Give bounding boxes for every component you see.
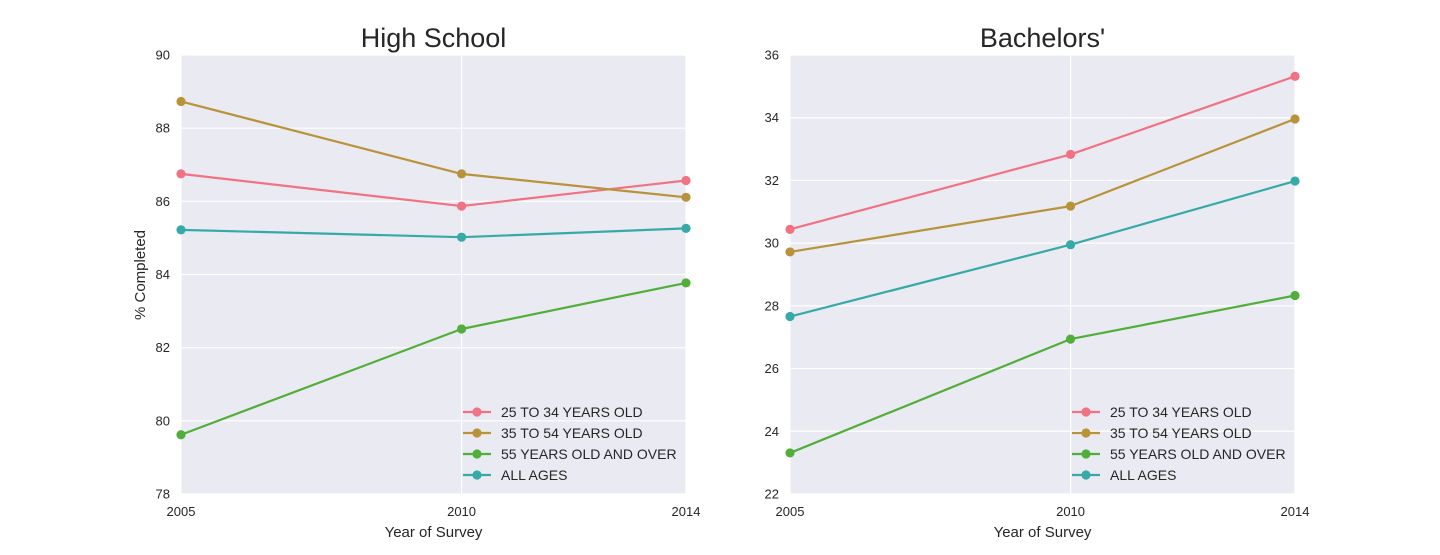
x-axis-label: Year of Survey <box>385 524 483 541</box>
data-point <box>785 311 795 322</box>
data-point <box>1065 334 1076 344</box>
data-point <box>785 224 795 234</box>
y-tick-label: 90 <box>156 48 170 63</box>
x-tick-label: 2010 <box>447 504 476 519</box>
data-point <box>1065 201 1076 211</box>
legend-marker <box>1081 470 1091 480</box>
y-tick-label: 32 <box>765 173 779 188</box>
y-tick-label: 26 <box>765 361 779 376</box>
legend-label: 25 TO 34 YEARS OLD <box>1110 404 1252 420</box>
legend-marker <box>472 470 482 480</box>
data-point <box>176 430 186 440</box>
y-tick-label: 88 <box>156 121 170 136</box>
y-tick-label: 78 <box>156 487 170 502</box>
y-tick-label: 36 <box>765 48 779 63</box>
legend-marker <box>1081 407 1091 417</box>
bachelors-panel: 22 24 26 28 30 32 34 36 2005 2010 2014 Bachelors' Ye… <box>765 23 1310 541</box>
data-point <box>456 232 467 242</box>
y-tick-label: 28 <box>765 298 779 313</box>
x-tick-label: 2005 <box>167 504 196 519</box>
data-point <box>1065 240 1076 250</box>
data-point <box>681 175 691 186</box>
legend-marker <box>1081 428 1091 438</box>
data-point <box>1290 71 1300 81</box>
x-tick-label: 2014 <box>672 504 701 519</box>
data-point <box>1290 290 1300 301</box>
y-tick-label: 24 <box>765 424 779 439</box>
data-point <box>1290 114 1300 124</box>
chart-title: Bachelors' <box>980 23 1105 53</box>
data-point <box>176 169 186 179</box>
legend-label: ALL AGES <box>501 467 567 483</box>
y-tick-label: 84 <box>156 267 170 282</box>
data-point <box>456 324 467 334</box>
y-tick-label: 82 <box>156 340 170 355</box>
high-school-panel: 78 80 82 84 86 88 90 2005 2010 2014 High School Yea… <box>156 23 701 541</box>
y-tick-label: 34 <box>765 110 779 125</box>
chart-title: High School <box>361 23 507 53</box>
legend-label: 35 TO 54 YEARS OLD <box>501 425 643 441</box>
data-point <box>1065 149 1076 160</box>
x-axis-label: Year of Survey <box>994 524 1092 541</box>
x-tick-label: 2010 <box>1056 504 1085 519</box>
data-point <box>681 192 691 202</box>
legend-marker <box>472 407 482 417</box>
data-point <box>456 201 467 211</box>
legend-marker <box>472 449 482 459</box>
data-point <box>681 278 691 288</box>
data-point <box>681 223 691 234</box>
legend-label: 55 YEARS OLD AND OVER <box>1110 446 1286 462</box>
legend-marker <box>472 428 482 438</box>
data-point <box>785 448 795 458</box>
plot-area <box>790 55 1295 494</box>
data-point <box>176 225 186 235</box>
data-point <box>785 247 795 257</box>
legend-label: 35 TO 54 YEARS OLD <box>1110 425 1252 441</box>
y-tick-label: 86 <box>156 194 170 209</box>
legend-label: 55 YEARS OLD AND OVER <box>501 446 677 462</box>
y-tick-label: 30 <box>765 236 779 251</box>
data-point <box>456 169 467 179</box>
shared-y-axis-label: % Completed <box>132 230 149 320</box>
x-tick-label: 2005 <box>776 504 805 519</box>
data-point <box>176 96 186 107</box>
x-tick-label: 2014 <box>1281 504 1310 519</box>
data-point <box>1290 176 1300 186</box>
legend-marker <box>1081 449 1091 459</box>
legend-label: ALL AGES <box>1110 467 1176 483</box>
y-tick-label: 22 <box>765 487 779 502</box>
y-tick-label: 80 <box>156 413 170 428</box>
legend-label: 25 TO 34 YEARS OLD <box>501 404 643 420</box>
